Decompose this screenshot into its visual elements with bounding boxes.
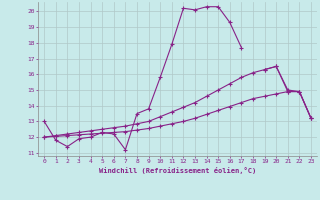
X-axis label: Windchill (Refroidissement éolien,°C): Windchill (Refroidissement éolien,°C) [99,167,256,174]
